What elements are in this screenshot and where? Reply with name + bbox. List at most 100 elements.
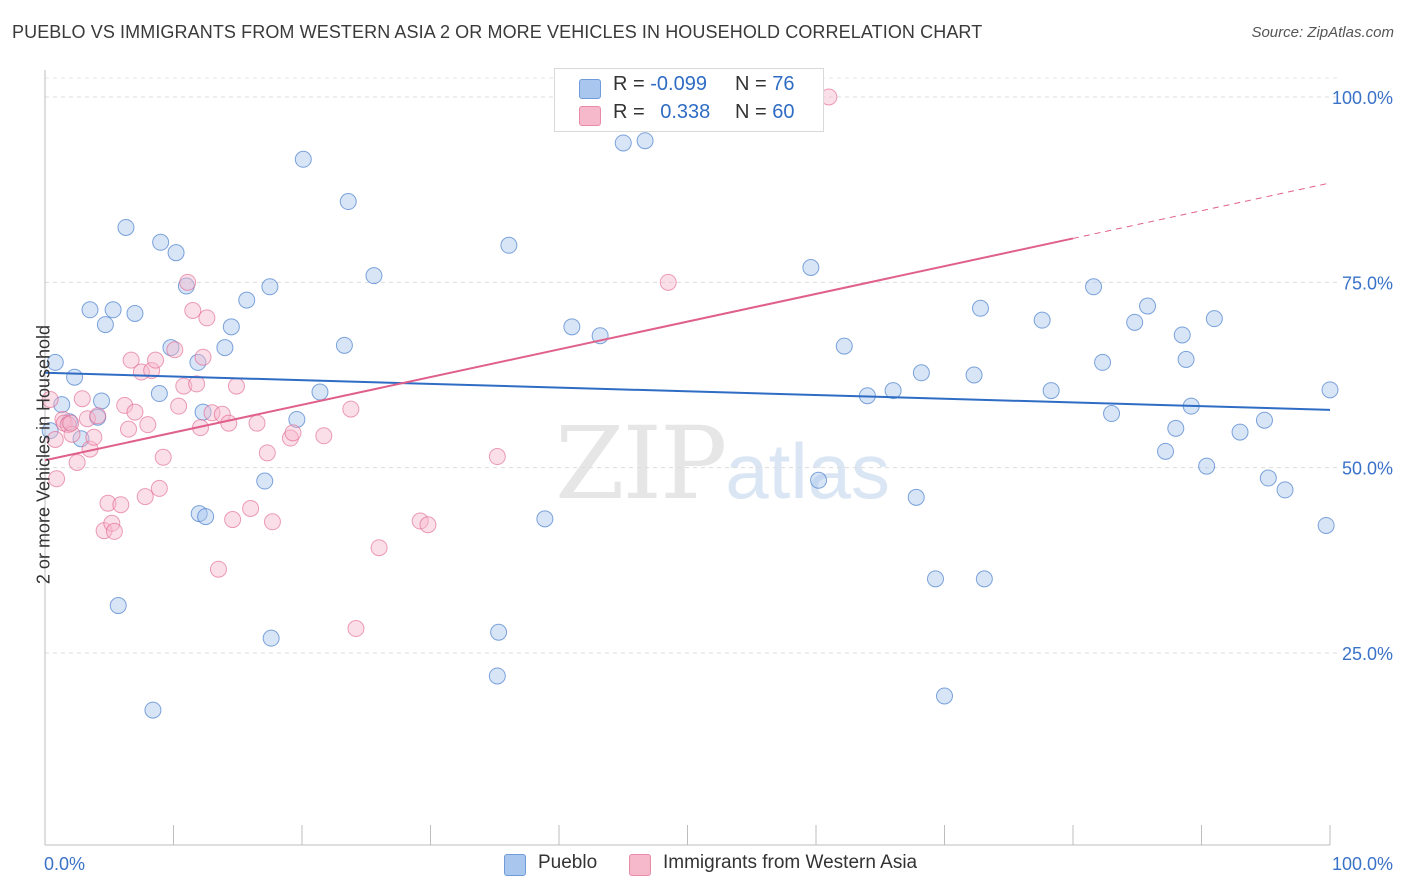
pueblo-point [1177,350,1195,368]
pueblo-point [1231,423,1249,441]
pueblo-point [262,629,280,647]
pueblo-point [975,570,993,588]
western-asia-point [347,620,365,638]
pueblo-point [1321,381,1339,399]
western-asia-point [41,390,59,408]
bottom-legend-label-western-asia: Immigrants from Western Asia [663,852,918,873]
pueblo-point [927,570,945,588]
legend-swatch-pueblo [579,79,601,99]
watermark-zip: ZIP [555,405,727,522]
legend-r-western-asia: R = 0.338 [613,101,710,124]
western-asia-point [99,494,117,512]
pueblo-point [41,422,59,440]
bottom-legend-pueblo: Pueblo [504,852,597,876]
western-asia-point [342,400,360,418]
western-asia-point [224,511,242,529]
western-asia-point [166,341,184,359]
pueblo-point [1157,442,1175,460]
pueblo-point [117,218,135,236]
pueblo-point [965,366,983,384]
legend-n-western-asia: N = 60 [735,101,795,124]
pueblo-point [311,383,329,401]
western-asia-point [488,448,506,466]
western-asia-point [126,403,144,421]
pueblo-point [912,364,930,382]
pueblo-point [1205,310,1223,328]
pueblo-point [222,318,240,336]
western-asia-point [284,424,302,442]
western-asia-point [105,522,123,540]
pueblo-point [66,368,84,386]
western-asia-point [315,427,333,445]
western-asia-point [194,348,212,366]
pueblo-point [614,134,632,152]
pueblo-point [216,339,234,357]
pueblo-point [1255,411,1273,429]
n-value-western-asia: 60 [772,101,795,123]
bottom-legend-swatch-pueblo [504,854,526,876]
pueblo-point [197,508,215,526]
western-asia-point [139,416,157,434]
pueblo-point [1198,457,1216,475]
western-asia-point [263,513,281,531]
pueblo-point [636,132,654,150]
pueblo-point [1033,311,1051,329]
y-tick-label: 50.0% [1342,459,1393,479]
pueblo-point [810,471,828,489]
r-label: R = [613,101,645,123]
legend-r-pueblo: R = -0.099 [613,73,707,96]
western-asia-point [85,428,103,446]
n-value-pueblo: 76 [772,73,795,95]
r-value-western-asia: 0.338 [660,101,711,123]
r-value-pueblo: -0.099 [650,73,707,95]
pueblo-point [500,236,518,254]
western-asia-point [175,377,193,395]
pueblo-point [144,701,162,719]
western-asia-point [419,516,437,534]
western-asia-point [242,499,260,517]
pueblo-point [288,410,306,428]
western-asia-point [150,479,168,497]
western-asia-point [184,302,202,320]
pueblo-point [490,623,508,641]
western-asia-trend-line [44,237,1074,462]
watermark-atlas: atlas [725,427,891,515]
pueblo-point [150,385,168,403]
pueblo-point [1094,353,1112,371]
western-asia-point [370,539,388,557]
western-asia-point [46,430,64,448]
western-asia-point [227,377,245,395]
western-asia-point [143,362,161,380]
n-label: N = [735,73,767,95]
r-label: R = [613,73,645,95]
pueblo-point [294,150,312,168]
pueblo-point [365,267,383,285]
pueblo-point [488,667,506,685]
watermark: ZIPatlas [555,405,890,522]
pueblo-point [339,193,357,211]
pueblo-point [1103,405,1121,423]
pueblo-point [1317,516,1335,534]
bottom-legend-western-asia: Immigrants from Western Asia [629,852,918,876]
pueblo-point [1173,326,1191,344]
pueblo-point [152,233,170,251]
y-tick-label: 25.0% [1342,644,1393,664]
source-note: Source: ZipAtlas.com [1251,24,1394,41]
y-tick-label: 100.0% [1332,88,1393,108]
pueblo-point [126,304,144,322]
x-tick-label: 0.0% [44,854,85,874]
legend-n-pueblo: N = 76 [735,73,795,96]
western-asia-point [411,512,429,530]
western-asia-point [112,496,130,514]
western-asia-point [248,414,266,432]
western-asia-point [116,396,134,414]
western-asia-point [136,488,154,506]
western-asia-point [154,448,172,466]
pueblo-point [189,353,207,371]
pueblo-point [971,299,989,317]
pueblo-point [256,472,274,490]
chart-title: PUEBLO VS IMMIGRANTS FROM WESTERN ASIA 2… [12,22,983,42]
pueblo-point [884,382,902,400]
pueblo-point [335,336,353,354]
